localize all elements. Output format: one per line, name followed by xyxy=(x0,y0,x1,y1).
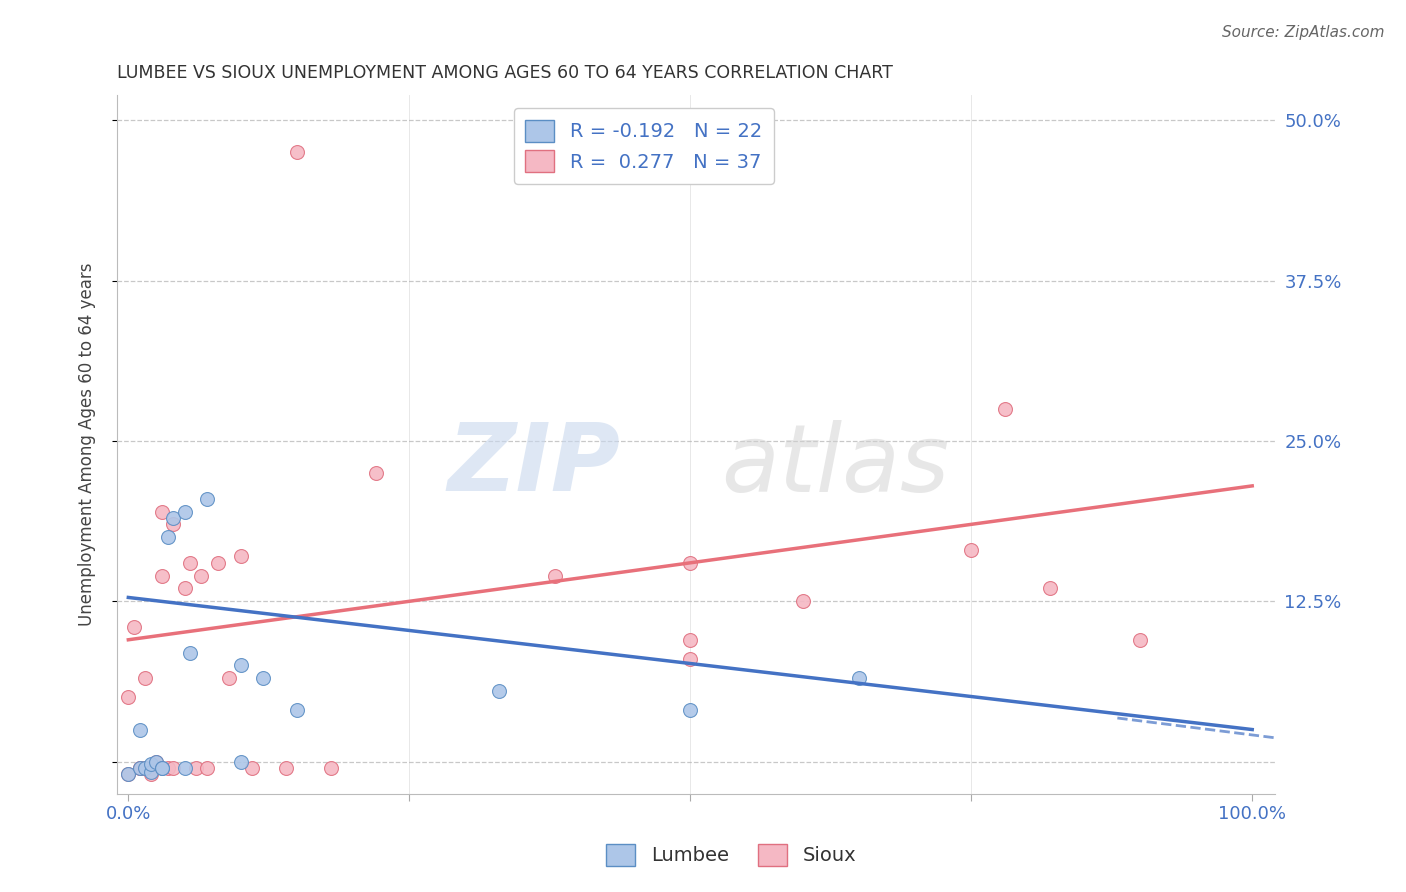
Point xyxy=(679,703,702,717)
Point xyxy=(679,632,702,647)
Text: ZIP: ZIP xyxy=(447,419,620,511)
Point xyxy=(195,761,218,775)
Point xyxy=(179,556,201,570)
Text: LUMBEE VS SIOUX UNEMPLOYMENT AMONG AGES 60 TO 64 YEARS CORRELATION CHART: LUMBEE VS SIOUX UNEMPLOYMENT AMONG AGES … xyxy=(117,64,893,82)
Y-axis label: Unemployment Among Ages 60 to 64 years: Unemployment Among Ages 60 to 64 years xyxy=(79,262,96,626)
Text: atlas: atlas xyxy=(721,419,949,510)
Point xyxy=(207,556,229,570)
Point xyxy=(1039,582,1062,596)
Point xyxy=(488,684,510,698)
Point xyxy=(156,761,179,775)
Point xyxy=(150,761,173,775)
Point xyxy=(122,620,145,634)
Point xyxy=(994,401,1017,416)
Point xyxy=(184,761,207,775)
Point xyxy=(848,671,870,685)
Point xyxy=(139,761,162,775)
Point xyxy=(252,671,274,685)
Legend: R = -0.192   N = 22, R =  0.277   N = 37: R = -0.192 N = 22, R = 0.277 N = 37 xyxy=(513,108,773,184)
Point xyxy=(145,755,167,769)
Point xyxy=(139,764,162,779)
Point xyxy=(117,767,139,781)
Point xyxy=(128,761,150,775)
Point xyxy=(173,582,195,596)
Point xyxy=(139,757,162,772)
Point xyxy=(150,568,173,582)
Point xyxy=(150,761,173,775)
Point xyxy=(364,466,387,480)
Point xyxy=(792,594,814,608)
Point xyxy=(195,491,218,506)
Point xyxy=(117,690,139,705)
Point xyxy=(960,543,983,558)
Point xyxy=(128,761,150,775)
Point xyxy=(139,767,162,781)
Point xyxy=(134,671,156,685)
Point xyxy=(162,761,184,775)
Point xyxy=(162,511,184,525)
Point xyxy=(173,504,195,518)
Point xyxy=(150,504,173,518)
Point xyxy=(679,556,702,570)
Point xyxy=(162,517,184,532)
Point xyxy=(229,658,252,673)
Point xyxy=(134,761,156,775)
Text: Source: ZipAtlas.com: Source: ZipAtlas.com xyxy=(1222,25,1385,40)
Point xyxy=(1129,632,1152,647)
Point xyxy=(179,646,201,660)
Point xyxy=(173,761,195,775)
Point xyxy=(128,761,150,775)
Point xyxy=(156,530,179,544)
Point xyxy=(218,671,240,685)
Point xyxy=(285,145,308,160)
Point xyxy=(128,723,150,737)
Point xyxy=(117,767,139,781)
Point xyxy=(229,549,252,564)
Point xyxy=(544,568,567,582)
Point xyxy=(274,761,297,775)
Point xyxy=(319,761,342,775)
Point xyxy=(190,568,212,582)
Point xyxy=(134,761,156,775)
Point xyxy=(679,652,702,666)
Point xyxy=(229,755,252,769)
Point xyxy=(240,761,263,775)
Point xyxy=(285,703,308,717)
Point xyxy=(145,755,167,769)
Legend: Lumbee, Sioux: Lumbee, Sioux xyxy=(595,832,868,878)
